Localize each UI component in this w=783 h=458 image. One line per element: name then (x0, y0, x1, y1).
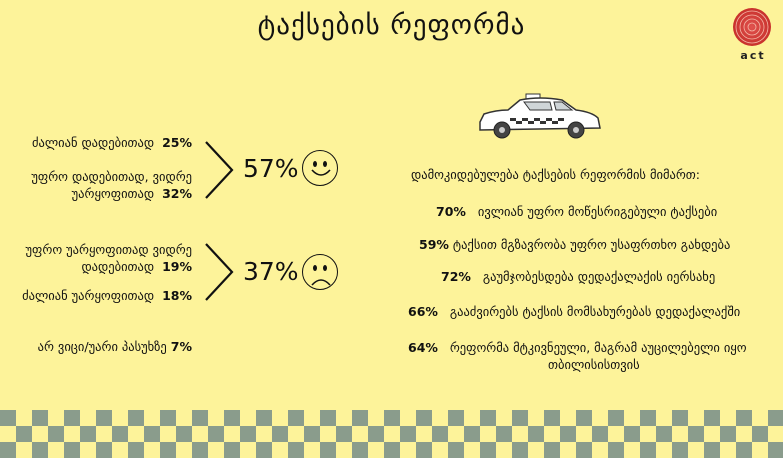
label-very-positive: ძალიან დადებითად 25% (31, 135, 192, 150)
sad-face-icon (302, 254, 338, 290)
smiley-face-icon (302, 150, 338, 186)
checker-border (0, 410, 783, 458)
right-heading: დამოკიდებულება ტაქსების რეფორმის მიმართ: (411, 167, 700, 182)
label-more-positive: უფრო დადებითად, ვიდრე უარყოფითად 32% (31, 169, 192, 201)
label-no-answer: არ ვიცი/უარი პასუხზე 7% (37, 339, 192, 354)
brace-negative (205, 243, 234, 301)
stat-item: 66% გააძვირებს ტაქსის მომსახურებას დედაქ… (408, 304, 741, 319)
taxi-icon (479, 93, 601, 139)
total-negative: 37% (243, 257, 299, 286)
page-title: ტაქსების რეფორმა (257, 10, 526, 41)
stat-item: 70% ივლიან უფრო მოწესრიგებული ტაქსები (436, 204, 718, 219)
stat-item: 72% გაუმჯობესდება დედაქალაქის იერსახე (441, 269, 716, 284)
label-more-negative: უფრო უარყოფითად ვიდრე დადებითად 19% (25, 242, 192, 274)
brace-positive (205, 141, 234, 199)
stat-item: 64% რეფორმა მტკივნეული, მაგრამ აუცილებელ… (408, 340, 747, 355)
total-positive: 57% (243, 154, 299, 183)
logo-text: act (740, 49, 766, 62)
label-very-negative: ძალიან უარყოფითად 18% (22, 288, 192, 303)
act-logo: act (733, 8, 773, 70)
stat-item-continuation: თბილისისთვის (548, 357, 640, 372)
seal-icon (733, 8, 771, 46)
stat-item: 59% ტაქსით მგზავრობა უფრო უსაფრთხო გახდე… (419, 237, 731, 252)
